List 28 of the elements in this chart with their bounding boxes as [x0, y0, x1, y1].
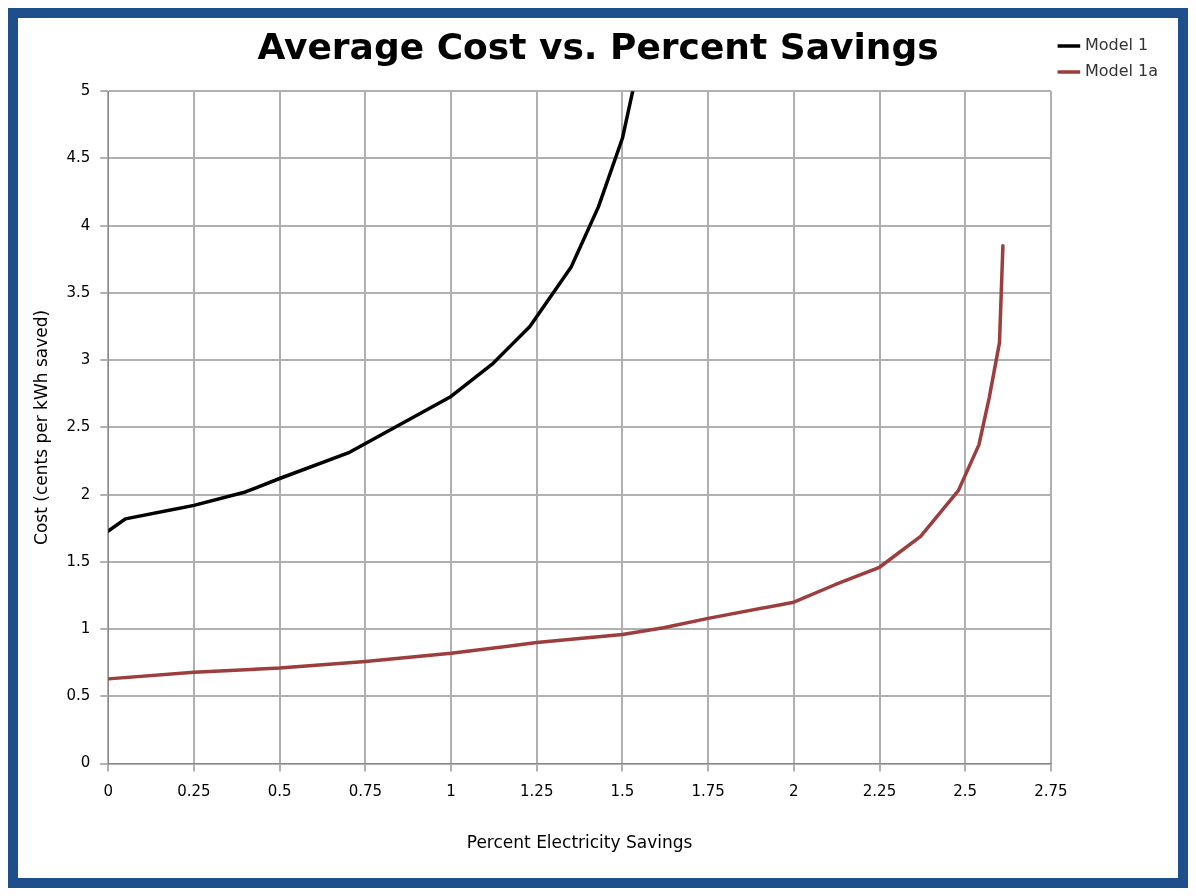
x-tick-label: 2.25: [862, 782, 897, 801]
legend-label: Model 1: [1084, 35, 1149, 55]
legend-label: Model 1a: [1084, 61, 1158, 81]
x-tick-label: 1.75: [691, 782, 725, 801]
y-tick-label: 1.5: [66, 551, 91, 570]
x-tick-label: 2: [789, 782, 799, 801]
chart-title: Average Cost vs. Percent Savings: [257, 25, 939, 67]
x-tick-label: 1: [446, 782, 456, 801]
y-tick-label: 4.5: [66, 148, 91, 167]
y-tick-label: 0: [80, 753, 91, 772]
y-tick-label: 5: [80, 81, 91, 100]
x-tick-label: 1.5: [610, 782, 635, 801]
x-tick-label: 0: [103, 782, 114, 801]
x-tick-label: 1.25: [520, 782, 554, 801]
x-tick-label: 2.75: [1034, 782, 1068, 801]
y-axis-title: Cost (cents per kWh saved): [30, 309, 51, 545]
x-tick-label: 0.75: [348, 782, 383, 801]
y-tick-label: 2.5: [66, 417, 91, 436]
y-tick-label: 2: [80, 484, 91, 503]
x-tick-label: 2.5: [953, 782, 978, 801]
x-tick-label: 0.25: [177, 782, 211, 801]
x-tick-label: 0.5: [267, 782, 292, 801]
y-tick-label: 3.5: [66, 282, 91, 301]
y-tick-label: 0.5: [66, 686, 91, 705]
y-tick-label: 1: [80, 619, 91, 638]
y-tick-label: 3: [80, 350, 91, 369]
x-axis-title: Percent Electricity Savings: [466, 832, 693, 853]
y-tick-label: 4: [80, 215, 91, 234]
